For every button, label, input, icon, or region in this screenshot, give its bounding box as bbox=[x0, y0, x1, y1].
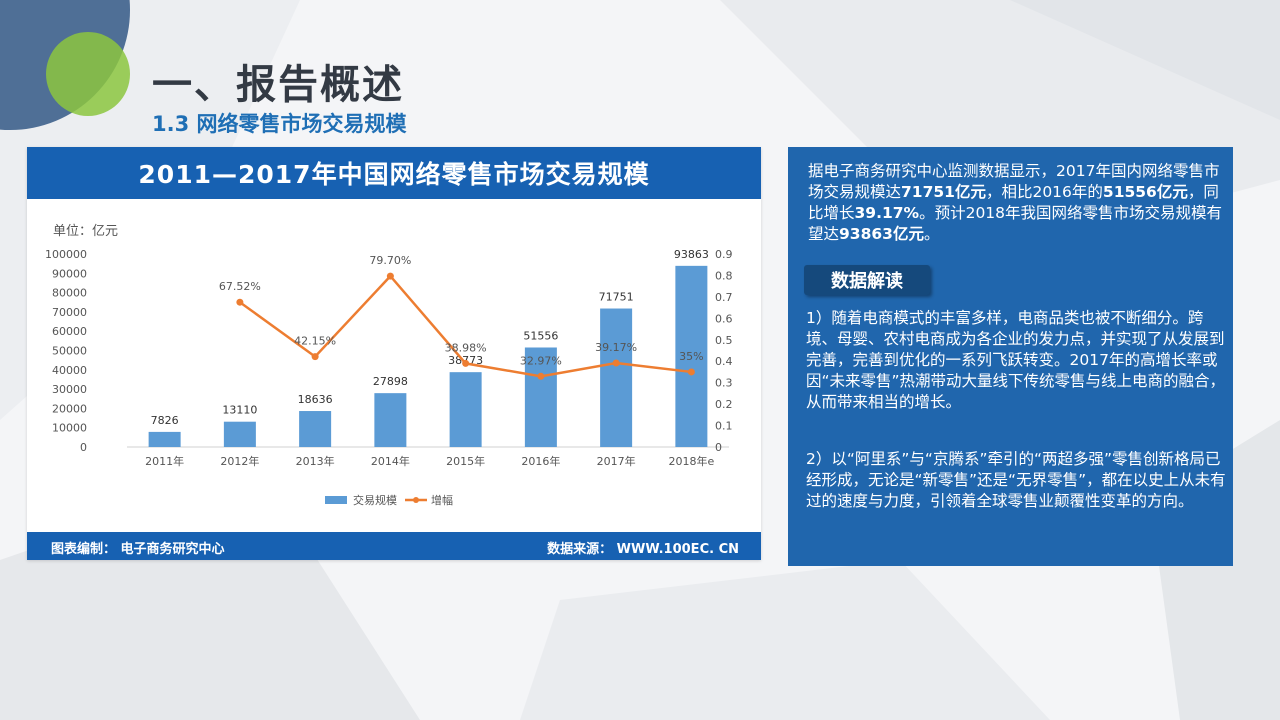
legend-swatch-line-point bbox=[413, 497, 419, 503]
bar-value-label: 18636 bbox=[298, 393, 333, 406]
x-tick-label: 2013年 bbox=[296, 454, 335, 468]
growth-point bbox=[311, 353, 319, 361]
y-left-tick-label: 100000 bbox=[45, 248, 87, 261]
x-tick-label: 2012年 bbox=[220, 454, 259, 468]
chart: 单位：亿元 0 10000 20000 30000 40000 50000 60000 7000… bbox=[45, 224, 733, 507]
y-left-tick-label: 40000 bbox=[52, 364, 87, 377]
bar bbox=[148, 431, 181, 447]
summary-text-segment: 。 bbox=[923, 225, 940, 243]
green-circle-decoration bbox=[46, 32, 130, 116]
bar bbox=[223, 421, 256, 447]
growth-value-label: 35% bbox=[679, 350, 703, 363]
chart-footer: 图表编制： 电子商务研究中心 数据来源： WWW.100EC. CN bbox=[27, 532, 761, 560]
page-subtitle: 1.3 网络零售市场交易规模 bbox=[152, 112, 407, 136]
growth-value-label: 38.98% bbox=[445, 341, 487, 354]
x-tick-label: 2016年 bbox=[521, 454, 560, 468]
legend-label-bars: 交易规模 bbox=[353, 493, 397, 507]
growth-point bbox=[687, 368, 695, 376]
legend-label-line: 增幅 bbox=[431, 493, 453, 507]
summary-text-segment: 据电子商务研究中心监测数据显示，2017年国内网络零售市场交易规模达 bbox=[808, 162, 1220, 201]
growth-value-label: 32.97% bbox=[520, 354, 562, 367]
page-title: 一、报告概述 bbox=[152, 62, 404, 108]
bar-value-label: 7826 bbox=[151, 414, 179, 427]
bar-value-label: 13110 bbox=[222, 404, 257, 417]
y-right-tick-label: 0.6 bbox=[715, 312, 733, 325]
summary-text-segment: 39.17% bbox=[854, 204, 920, 222]
y-left-tick-label: 80000 bbox=[52, 287, 87, 300]
y-right-tick-label: 0.1 bbox=[715, 420, 733, 433]
chart-data-source: 数据来源： WWW.100EC. CN bbox=[547, 542, 739, 557]
x-tick-label: 2018年e bbox=[668, 454, 714, 468]
bar bbox=[374, 393, 407, 447]
summary-text-segment: 71751亿元 bbox=[901, 183, 986, 201]
summary-text-segment: ，相比2016年的 bbox=[985, 183, 1103, 201]
summary-text-segment: 。预计2018年我国网络零售市场交易规模有望达 bbox=[808, 204, 1223, 243]
growth-point bbox=[537, 372, 545, 380]
chart-title: 2011—2017年中国网络零售市场交易规模 bbox=[27, 147, 761, 199]
x-tick-label: 2017年 bbox=[597, 454, 636, 468]
chart-panel: 单位：亿元 0 10000 20000 30000 40000 50000 60000 7000… bbox=[27, 147, 761, 560]
bar bbox=[449, 372, 482, 447]
bar-value-label: 93863 bbox=[674, 248, 709, 261]
y-left-tick-label: 90000 bbox=[52, 267, 87, 280]
y-left-tick-label: 10000 bbox=[52, 422, 87, 435]
y-left-tick-label: 20000 bbox=[52, 402, 87, 415]
y-left-tick-label: 70000 bbox=[52, 306, 87, 319]
y-left-tick-label: 30000 bbox=[52, 383, 87, 396]
chart-author-credit: 图表编制： 电子商务研究中心 bbox=[51, 542, 225, 557]
summary-text-segment: ，同比增长 bbox=[808, 183, 1219, 222]
bar-value-label: 27898 bbox=[373, 375, 408, 388]
y-right-tick-label: 0 bbox=[715, 441, 722, 454]
bar bbox=[600, 308, 633, 447]
growth-value-label: 67.52% bbox=[219, 280, 261, 293]
data-interpretation-tag: 数据解读 bbox=[804, 265, 930, 295]
y-right-tick-label: 0.8 bbox=[715, 269, 733, 282]
growth-value-label: 39.17% bbox=[595, 341, 637, 354]
growth-value-label: 42.15% bbox=[294, 335, 336, 348]
y-left-tick-label: 0 bbox=[80, 441, 87, 454]
x-tick-label: 2011年 bbox=[145, 454, 184, 468]
summary-text-segment: 51556亿元 bbox=[1102, 183, 1188, 201]
y-right-tick-label: 0.3 bbox=[715, 377, 733, 390]
y-right-tick-label: 0.7 bbox=[715, 291, 733, 304]
y-right-tick-label: 0.5 bbox=[715, 334, 733, 347]
y-right-tick-label: 0.9 bbox=[715, 248, 733, 261]
summary-text-segment: 93863亿元 bbox=[839, 225, 924, 243]
interpretation-paragraph-2: 2）以“阿里系”与“京腾系”牵引的“两超多强”零售创新格局已经形成，无论是“新零… bbox=[806, 450, 1226, 510]
x-tick-label: 2014年 bbox=[371, 454, 410, 468]
y-right-tick-label: 0.4 bbox=[715, 355, 733, 368]
summary-text: 据电子商务研究中心监测数据显示，2017年国内网络零售市场交易规模达71751亿… bbox=[808, 161, 1228, 245]
growth-point bbox=[612, 359, 620, 367]
x-tick-label: 2015年 bbox=[446, 454, 485, 468]
bar bbox=[299, 411, 332, 447]
unit-label: 单位：亿元 bbox=[53, 224, 118, 239]
y-left-tick-label: 60000 bbox=[52, 325, 87, 338]
legend-swatch-bars bbox=[325, 496, 347, 504]
y-left-tick-label: 50000 bbox=[52, 345, 87, 358]
interpretation-paragraph-1: 1）随着电商模式的丰富多样，电商品类也被不断细分。跨境、母婴、农村电商成为各企业… bbox=[806, 309, 1226, 411]
bar-value-label: 51556 bbox=[523, 329, 558, 342]
analysis-panel: 据电子商务研究中心监测数据显示，2017年国内网络零售市场交易规模达71751亿… bbox=[788, 147, 1233, 566]
bar bbox=[524, 347, 557, 447]
growth-value-label: 79.70% bbox=[369, 254, 411, 267]
bar-value-label: 71751 bbox=[599, 291, 634, 304]
growth-point bbox=[236, 298, 244, 306]
bar bbox=[675, 265, 708, 447]
growth-point bbox=[386, 272, 394, 280]
y-right-tick-label: 0.2 bbox=[715, 398, 733, 411]
growth-point bbox=[462, 359, 470, 367]
